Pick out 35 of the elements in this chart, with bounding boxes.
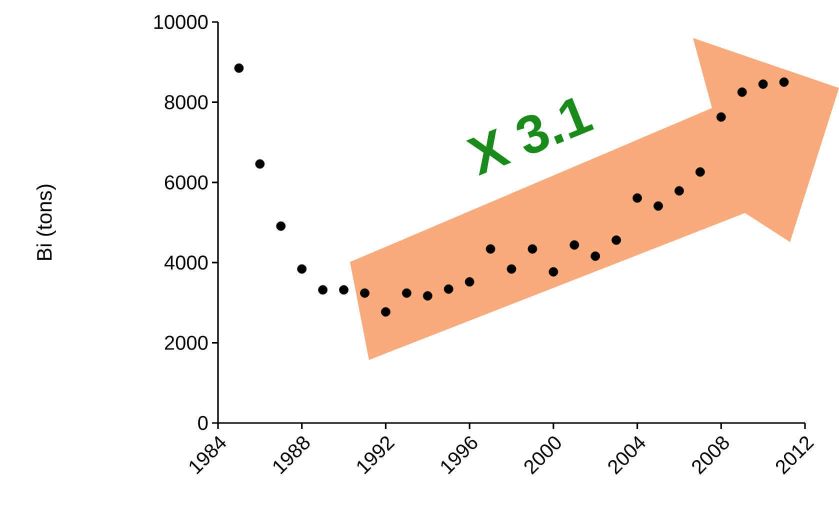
y-tick-label: 4000	[164, 256, 208, 270]
y-axis-title: Bi (tons)	[36, 184, 56, 260]
point	[758, 79, 768, 89]
y-tick-label: 8000	[164, 95, 208, 110]
point	[444, 284, 454, 294]
point	[402, 288, 412, 298]
point	[486, 244, 496, 254]
y-tick-label: 6000	[164, 175, 208, 190]
point	[528, 244, 538, 254]
point	[234, 63, 244, 73]
point	[276, 221, 286, 231]
point	[360, 288, 370, 298]
point	[464, 277, 474, 287]
point	[297, 264, 307, 274]
point	[632, 193, 642, 203]
point	[674, 186, 684, 196]
point	[255, 159, 265, 169]
y-tick-label: 10000	[154, 14, 208, 30]
y-tick-label: 0	[198, 416, 208, 430]
point	[737, 87, 747, 97]
point	[339, 285, 348, 295]
y-tick-label: 2000	[164, 336, 208, 350]
point	[654, 201, 663, 211]
point	[716, 112, 726, 122]
point	[779, 77, 789, 87]
point	[318, 285, 328, 295]
point	[548, 267, 558, 277]
point	[506, 264, 516, 274]
point	[612, 235, 622, 245]
point	[381, 307, 390, 317]
annotation: X 3.1	[466, 98, 594, 176]
point	[570, 240, 580, 250]
point	[422, 291, 432, 301]
point	[695, 167, 705, 177]
point	[590, 251, 600, 261]
